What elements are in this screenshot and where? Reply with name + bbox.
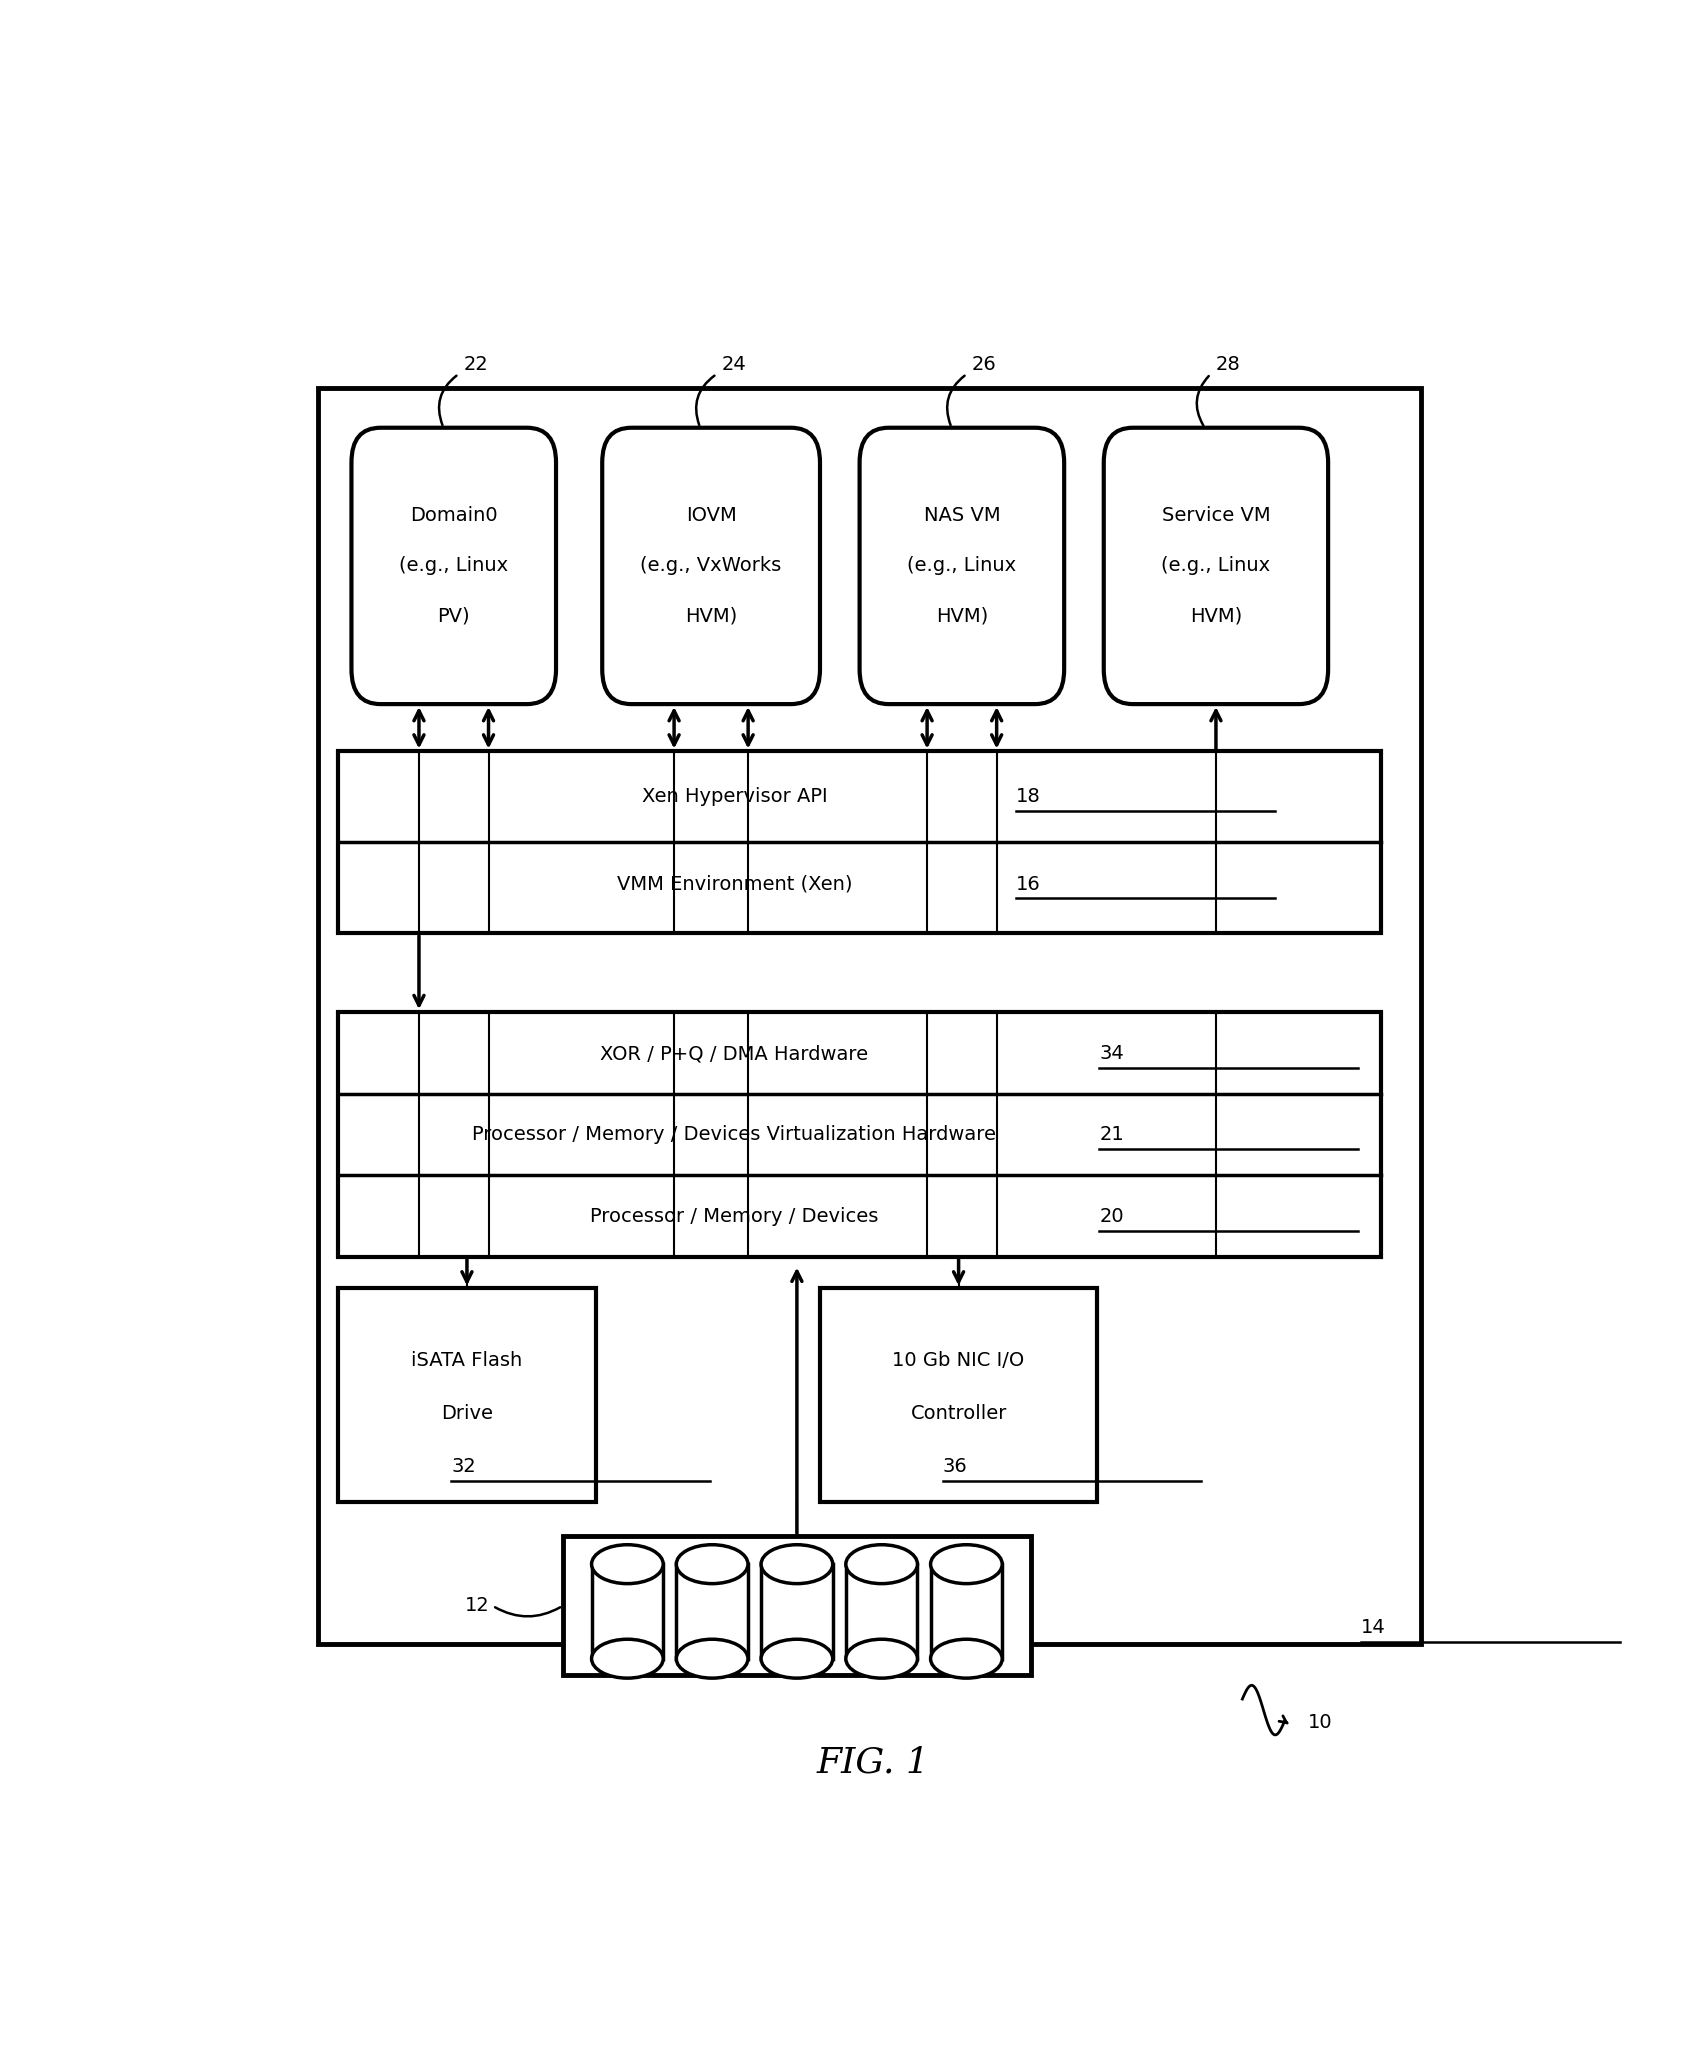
Ellipse shape	[591, 1639, 662, 1678]
Text: 14: 14	[1361, 1618, 1386, 1637]
Bar	[761, 1565, 833, 1659]
FancyBboxPatch shape	[860, 429, 1064, 703]
Text: 21: 21	[1100, 1124, 1124, 1144]
Text: Processor / Memory / Devices Virtualization Hardware: Processor / Memory / Devices Virtualizat…	[472, 1124, 996, 1144]
Text: 20: 20	[1100, 1206, 1124, 1226]
Bar	[318, 388, 1420, 1643]
Text: 10 Gb NIC I/O: 10 Gb NIC I/O	[892, 1352, 1025, 1370]
FancyBboxPatch shape	[1104, 429, 1328, 703]
Text: Service VM: Service VM	[1161, 507, 1270, 525]
Text: Drive: Drive	[441, 1405, 492, 1423]
Text: (e.g., Linux: (e.g., Linux	[908, 556, 1017, 576]
Text: Xen Hypervisor API: Xen Hypervisor API	[642, 788, 828, 806]
Text: 22: 22	[463, 355, 489, 373]
Ellipse shape	[930, 1544, 1003, 1583]
Text: Domain0: Domain0	[410, 507, 497, 525]
Bar	[930, 1565, 1003, 1659]
Text: NAS VM: NAS VM	[923, 507, 1000, 525]
Text: Processor / Memory / Devices: Processor / Memory / Devices	[591, 1206, 879, 1226]
Text: 28: 28	[1216, 355, 1241, 373]
Text: IOVM: IOVM	[686, 507, 736, 525]
Text: PV): PV)	[438, 607, 470, 626]
Bar	[562, 1536, 1032, 1676]
Ellipse shape	[930, 1639, 1003, 1678]
Ellipse shape	[846, 1639, 918, 1678]
Bar	[339, 1011, 1381, 1257]
Text: 18: 18	[1017, 788, 1041, 806]
Text: 10: 10	[1308, 1713, 1333, 1733]
Bar	[591, 1565, 662, 1659]
Bar	[339, 1288, 596, 1501]
Bar	[676, 1565, 748, 1659]
Ellipse shape	[591, 1544, 662, 1583]
FancyBboxPatch shape	[603, 429, 821, 703]
Text: HVM): HVM)	[1190, 607, 1241, 626]
Bar	[846, 1565, 918, 1659]
Text: XOR / P+Q / DMA Hardware: XOR / P+Q / DMA Hardware	[601, 1044, 869, 1062]
Ellipse shape	[761, 1639, 833, 1678]
Text: 12: 12	[465, 1596, 490, 1616]
Text: 34: 34	[1100, 1044, 1124, 1062]
Text: iSATA Flash: iSATA Flash	[412, 1352, 523, 1370]
Ellipse shape	[846, 1544, 918, 1583]
Text: (e.g., VxWorks: (e.g., VxWorks	[640, 556, 782, 576]
Text: HVM): HVM)	[935, 607, 988, 626]
Text: VMM Environment (Xen): VMM Environment (Xen)	[616, 874, 852, 894]
Text: 26: 26	[972, 355, 996, 373]
Ellipse shape	[676, 1639, 748, 1678]
Bar	[821, 1288, 1097, 1501]
Text: FIG. 1: FIG. 1	[816, 1745, 930, 1778]
Text: HVM): HVM)	[685, 607, 737, 626]
FancyBboxPatch shape	[351, 429, 557, 703]
Text: 36: 36	[943, 1458, 967, 1477]
Ellipse shape	[761, 1544, 833, 1583]
Text: (e.g., Linux: (e.g., Linux	[1161, 556, 1270, 576]
Text: 16: 16	[1017, 874, 1041, 894]
Text: 24: 24	[722, 355, 746, 373]
Ellipse shape	[676, 1544, 748, 1583]
Bar	[339, 751, 1381, 933]
Text: (e.g., Linux: (e.g., Linux	[399, 556, 507, 576]
Text: 32: 32	[451, 1458, 475, 1477]
Text: Controller: Controller	[911, 1405, 1006, 1423]
